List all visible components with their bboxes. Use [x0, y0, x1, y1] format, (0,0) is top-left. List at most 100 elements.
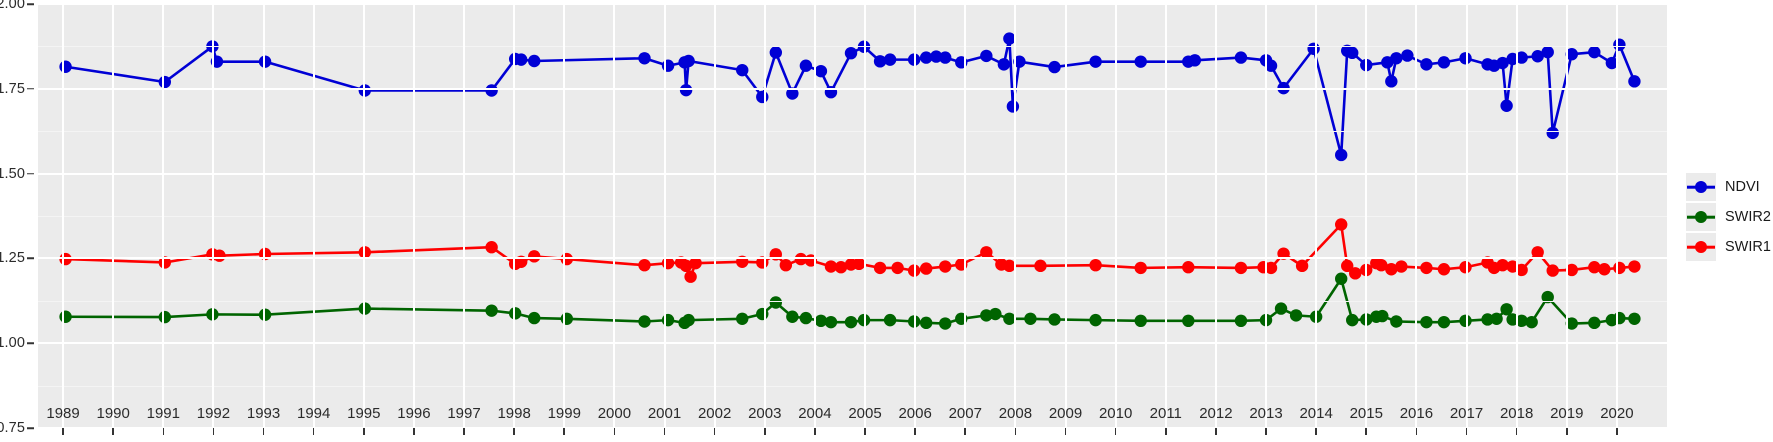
data-point — [1437, 56, 1451, 69]
series-ndvi — [59, 32, 1641, 162]
data-point — [1024, 312, 1037, 325]
gridline-vertical — [412, 4, 415, 428]
data-point — [799, 311, 813, 325]
data-point — [1628, 312, 1641, 325]
data-point — [1341, 259, 1354, 273]
x-tick-mark — [162, 428, 165, 435]
data-point — [1048, 60, 1061, 74]
data-point — [980, 246, 993, 259]
data-point — [1134, 261, 1147, 275]
gridline-vertical — [62, 4, 65, 428]
data-point — [939, 51, 952, 64]
x-tick-mark — [814, 428, 816, 435]
data-point — [1346, 46, 1359, 60]
x-tick-label: 2009 — [1048, 405, 1083, 422]
data-point — [1588, 316, 1601, 330]
data-point — [997, 58, 1011, 71]
gridline-vertical — [563, 4, 566, 428]
x-tick-mark — [1215, 428, 1217, 435]
data-point — [756, 90, 769, 104]
data-point — [358, 302, 371, 315]
x-tick-mark — [463, 428, 465, 435]
data-point — [679, 83, 693, 97]
x-tick-mark — [1465, 428, 1468, 435]
data-point — [1565, 263, 1578, 277]
data-point — [844, 46, 858, 60]
legend-item-swir1[interactable]: SWIR1 — [1686, 232, 1773, 262]
gridline-vertical — [1214, 4, 1217, 428]
x-tick-label: 1996 — [397, 405, 431, 422]
data-point — [1437, 263, 1451, 276]
data-point — [939, 317, 952, 330]
data-point — [756, 307, 769, 321]
data-point — [258, 308, 272, 321]
data-point — [939, 260, 952, 273]
data-point — [1234, 51, 1248, 64]
gridline-horizontal — [38, 172, 1667, 175]
data-point — [779, 258, 793, 272]
x-tick-mark — [563, 428, 566, 435]
data-point — [1295, 259, 1309, 273]
data-point — [1006, 100, 1020, 113]
x-tick-mark — [1064, 428, 1067, 435]
data-point — [358, 246, 371, 259]
data-point — [1401, 49, 1414, 62]
data-point — [1500, 303, 1513, 316]
x-tick-mark — [1365, 428, 1368, 435]
data-point — [1420, 58, 1433, 71]
gridline-vertical — [713, 4, 716, 428]
data-point — [824, 315, 838, 329]
gridline-horizontal-minor — [38, 131, 1667, 133]
data-point — [824, 260, 838, 273]
y-tick-label: 2.00 — [0, 0, 25, 12]
data-point — [1390, 315, 1403, 328]
data-point — [1531, 50, 1544, 63]
x-tick-mark — [1616, 428, 1618, 435]
x-tick-mark — [363, 428, 365, 435]
x-tick-mark — [914, 428, 916, 435]
data-point — [682, 54, 695, 68]
data-point — [638, 258, 651, 272]
data-point — [769, 46, 783, 59]
gridline-vertical — [1114, 4, 1117, 428]
data-point — [736, 63, 749, 77]
series-swir1 — [59, 218, 1641, 283]
x-tick-label: 1997 — [447, 405, 481, 422]
data-point — [873, 55, 887, 68]
x-tick-label: 2013 — [1249, 405, 1283, 422]
legend-item-swir2[interactable]: SWIR2 — [1686, 202, 1773, 232]
data-point — [358, 84, 371, 97]
data-point — [514, 53, 528, 66]
legend-key-icon — [1686, 173, 1716, 201]
data-point — [1182, 314, 1195, 328]
gridline-vertical — [1365, 4, 1368, 428]
data-point — [1420, 261, 1433, 275]
data-point — [786, 87, 799, 100]
data-point — [1496, 56, 1509, 70]
data-point — [508, 307, 522, 320]
gridline-vertical — [1465, 4, 1468, 428]
data-point — [1515, 263, 1528, 277]
x-tick-label: 2011 — [1149, 405, 1182, 422]
x-axis-ticks — [38, 428, 1667, 442]
data-point — [1376, 309, 1389, 323]
gridline-vertical — [262, 4, 265, 428]
gridline-vertical — [763, 4, 766, 428]
data-point — [844, 315, 858, 329]
data-point — [1546, 126, 1559, 140]
x-tick-mark — [864, 428, 866, 435]
data-point — [1390, 52, 1403, 65]
x-tick-label: 2012 — [1199, 405, 1233, 422]
x-tick-label: 2008 — [998, 405, 1033, 422]
data-point — [1541, 290, 1554, 304]
data-point — [1134, 55, 1147, 68]
gridline-vertical — [964, 4, 967, 428]
y-tick-label: 0.75 — [0, 420, 25, 436]
legend-item-ndvi[interactable]: NDVI — [1686, 172, 1773, 202]
x-tick-label: 2020 — [1600, 405, 1634, 422]
data-point — [786, 310, 799, 323]
data-point — [1307, 42, 1320, 55]
data-point — [834, 261, 848, 274]
x-tick-mark — [713, 428, 716, 435]
